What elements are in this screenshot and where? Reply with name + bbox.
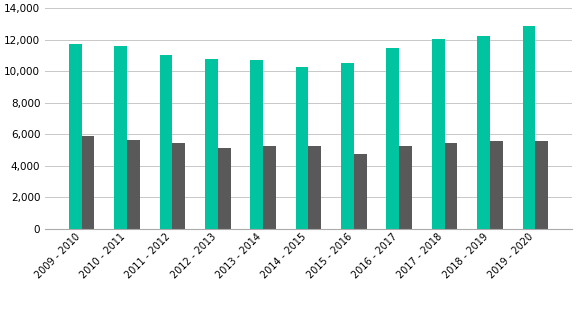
- Bar: [535, 141, 548, 229]
- Bar: [115, 46, 127, 229]
- Bar: [341, 63, 354, 229]
- Bar: [445, 143, 457, 229]
- Bar: [160, 55, 172, 229]
- Bar: [218, 148, 230, 229]
- Bar: [490, 141, 502, 229]
- Bar: [205, 59, 218, 229]
- Bar: [354, 154, 366, 229]
- Bar: [127, 140, 140, 229]
- Bar: [386, 48, 399, 229]
- Bar: [296, 66, 309, 229]
- Bar: [82, 136, 94, 229]
- Bar: [172, 143, 185, 229]
- Bar: [522, 26, 535, 229]
- Bar: [477, 36, 490, 229]
- Bar: [432, 39, 445, 229]
- Bar: [251, 60, 263, 229]
- Bar: [263, 146, 276, 229]
- Bar: [69, 44, 82, 229]
- Bar: [399, 146, 412, 229]
- Bar: [309, 146, 321, 229]
